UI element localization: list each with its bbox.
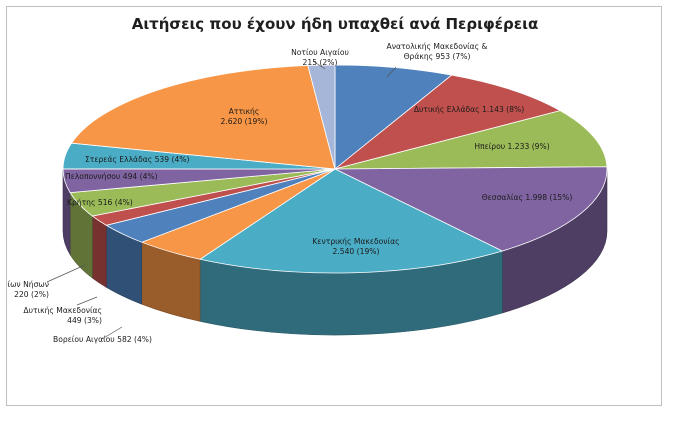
slice-labels: Ανατολικής Μακεδονίας & Θράκης 953 (7%) Δυ… <box>7 42 572 344</box>
slice-2[interactable] <box>334 110 608 170</box>
leader-line-4 <box>46 264 86 283</box>
slice-label-9: Πελοποννήσου 494 (4%) <box>65 172 158 181</box>
slice-label-4: Κεντρικής Μακεδονίας 2.540 (19%) <box>312 237 399 256</box>
slice-label-11: Αττικής 2.620 (19%) <box>221 107 268 126</box>
leader-line-1 <box>312 60 326 70</box>
pie-chart: Ανατολικής Μακεδονίας & Θράκης 953 (7%) Δυ… <box>7 42 608 344</box>
leader-line-2 <box>101 326 123 340</box>
slice-11[interactable] <box>70 65 336 170</box>
leader-lines <box>46 60 397 340</box>
slice-0[interactable] <box>334 64 453 170</box>
slice-3[interactable] <box>334 166 608 252</box>
slice-label-0: Ανατολικής Μακεδονίας & Θράκης 953 (7%) <box>387 42 488 61</box>
leader-line-0 <box>386 66 397 78</box>
slice-label-6: Δυτικής Μακεδονίας 449 (3%) <box>23 306 102 325</box>
chart-title: Αιτήσεις που έχουν ήδη υπαχθεί ανά Περιφ… <box>131 15 539 33</box>
slice-side-7 <box>92 215 107 288</box>
slice-label-8: Κρήτης 516 (4%) <box>67 198 133 207</box>
slice-label-2: Ηπείρου 1.233 (9%) <box>474 142 549 151</box>
chart-frame: Αιτήσεις που έχουν ήδη υπαχθεί ανά Περιφ… <box>6 6 662 406</box>
slice-label-12: Νοτίου Αιγαίου 215 (2%) <box>291 48 349 67</box>
slice-label-10: Στερεάς Ελλάδας 539 (4%) <box>85 155 190 164</box>
slice-label-3: Θεσσαλίας 1.998 (15%) <box>482 193 573 202</box>
pie-top <box>62 64 608 274</box>
leader-line-3 <box>76 296 98 306</box>
slice-label-5: Βορείου Αιγαίου 582 (4%) <box>53 335 152 344</box>
slice-label-1: Δυτικής Ελλάδας 1.143 (8%) <box>414 105 524 114</box>
slice-4[interactable] <box>199 168 504 274</box>
slice-12[interactable] <box>307 64 336 170</box>
slice-1[interactable] <box>334 74 562 170</box>
